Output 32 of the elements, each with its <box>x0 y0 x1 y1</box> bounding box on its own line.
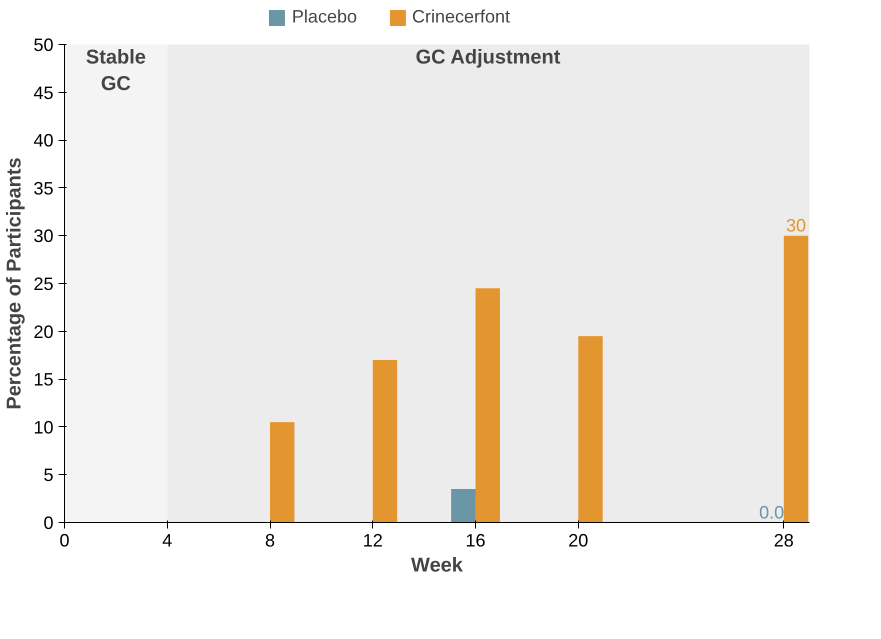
y-tick-label: 25 <box>33 274 54 294</box>
y-tick-label: 20 <box>33 322 54 342</box>
bar <box>372 360 398 522</box>
data-label: 0.0 <box>759 502 784 522</box>
band-label: GC Adjustment <box>416 46 561 68</box>
legend-label: Crinecerfont <box>412 6 510 28</box>
y-tick-label: 0 <box>43 513 54 533</box>
y-tick-label: 5 <box>43 465 54 486</box>
bar <box>784 236 808 522</box>
x-tick-label: 4 <box>162 530 172 550</box>
x-tick-label: 8 <box>265 530 276 550</box>
x-axis-title: Week <box>411 554 464 576</box>
x-tick-label: 12 <box>362 530 383 550</box>
x-tick-label: 0 <box>59 530 70 550</box>
x-tick-label: 28 <box>774 530 794 550</box>
data-label: 30 <box>786 216 806 236</box>
x-tick-label: 16 <box>466 530 486 550</box>
legend-label: Placebo <box>292 6 357 28</box>
x-tick-label: 20 <box>568 530 588 550</box>
y-tick-label: 15 <box>33 370 54 390</box>
band-label: Stable GC <box>86 46 146 95</box>
y-tick-label: 35 <box>33 178 54 198</box>
y-axis-title: Percentage of Participants <box>3 157 26 410</box>
y-tick-label: 50 <box>33 35 54 55</box>
bar <box>270 422 294 522</box>
bar <box>476 288 500 522</box>
bar <box>578 336 603 522</box>
bar <box>451 489 476 522</box>
y-tick-label: 10 <box>33 417 54 438</box>
y-tick-label: 30 <box>33 226 54 246</box>
y-tick-label: 40 <box>33 130 54 151</box>
y-tick-label: 45 <box>33 82 54 103</box>
